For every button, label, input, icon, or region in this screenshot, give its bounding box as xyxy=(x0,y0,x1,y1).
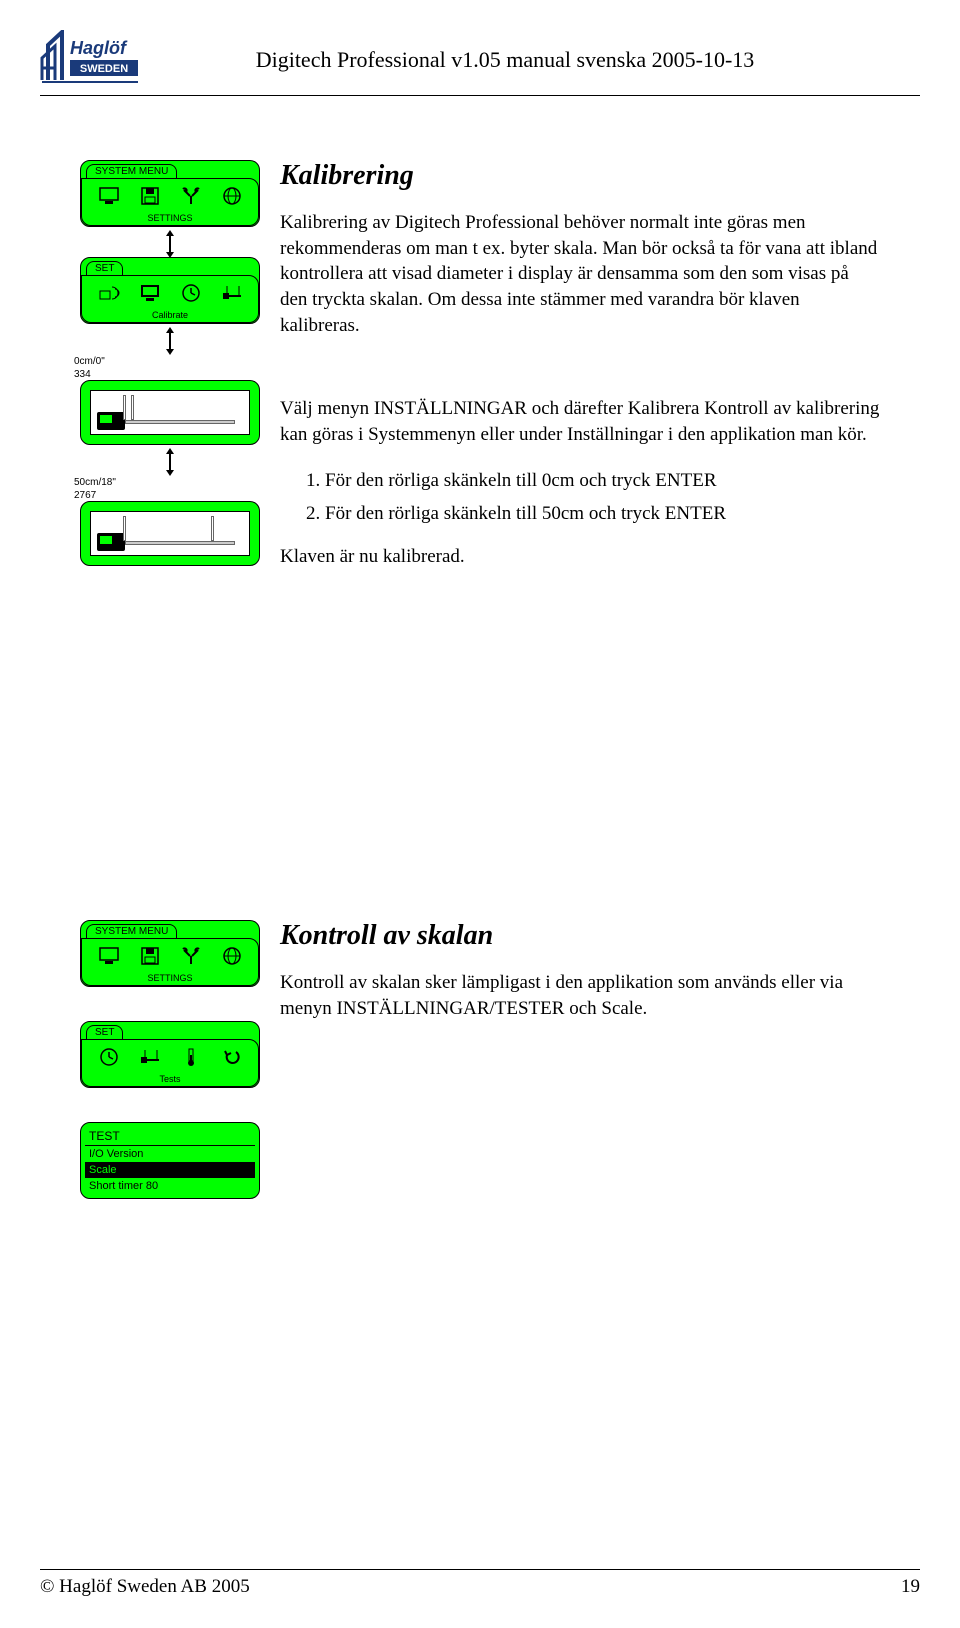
panel-system-menu-2: SYSTEM MENU SETTINGS xyxy=(80,920,260,987)
monitor-icon xyxy=(138,282,162,304)
clock-icon xyxy=(97,1046,121,1068)
panel-body-set-2: Tests xyxy=(81,1039,259,1087)
header-separator xyxy=(40,95,920,96)
footer-page: 19 xyxy=(901,1576,920,1598)
label-0cm: 0cm/0" xyxy=(74,356,240,367)
header-title: Digitech Professional v1.05 manual svens… xyxy=(160,47,920,73)
label-settings-2: SETTINGS xyxy=(147,973,192,983)
label-tests: Tests xyxy=(159,1074,180,1084)
panel-test: TEST I/O Version Scale Short timer 80 xyxy=(80,1122,260,1199)
connector-arrow xyxy=(169,235,171,253)
li-2: För den rörliga skänkeln till 50cm och t… xyxy=(325,498,880,530)
tab-set-2: SET xyxy=(86,1025,123,1039)
panel-body-system-menu: SETTINGS xyxy=(81,178,259,226)
panel-cal-50 xyxy=(80,501,260,566)
panel-cal-0 xyxy=(80,380,260,445)
haglof-logo: Haglöf SWEDEN xyxy=(40,30,140,90)
left-panels-1: SYSTEM MENU SETTINGS SET Calibrate xyxy=(0,160,280,588)
test-title: TEST xyxy=(85,1127,255,1146)
section-kalibrering: SYSTEM MENU SETTINGS SET Calibrate xyxy=(0,160,960,588)
caliper-small-icon xyxy=(138,1046,162,1068)
caliper-small-icon xyxy=(220,282,244,304)
disk-icon xyxy=(138,945,162,967)
label-2767: 2767 xyxy=(74,490,240,501)
title-kalibrering: Kalibrering xyxy=(280,160,880,192)
p-kalibrering-1: Kalibrering av Digitech Professional beh… xyxy=(280,210,880,338)
panel-set-2: SET Tests xyxy=(80,1021,260,1088)
tab-system-menu: SYSTEM MENU xyxy=(86,164,177,178)
section-kontroll: SYSTEM MENU SETTINGS SET Tests xyxy=(0,920,960,1203)
panel-system-menu: SYSTEM MENU SETTINGS xyxy=(80,160,260,227)
p-kontroll-1: Kontroll av skalan sker lämpligast i den… xyxy=(280,970,880,1021)
text-col-1: Kalibrering Kalibrering av Digitech Prof… xyxy=(280,160,960,588)
panel-set: SET Calibrate xyxy=(80,257,260,324)
tab-system-menu-2: SYSTEM MENU xyxy=(86,924,177,938)
p-kalibrering-2: Välj menyn INSTÄLLNINGAR och därefter Ka… xyxy=(280,396,880,447)
ir-icon xyxy=(97,282,121,304)
title-kontroll: Kontroll av skalan xyxy=(280,920,880,952)
svg-text:Haglöf: Haglöf xyxy=(70,38,128,58)
clock-icon xyxy=(179,282,203,304)
undo-icon xyxy=(220,1046,244,1068)
label-50cm: 50cm/18" xyxy=(74,477,240,488)
connector-arrow xyxy=(169,332,171,350)
caliper-display-50 xyxy=(90,511,250,556)
list-kalibrering: För den rörliga skänkeln till 0cm och tr… xyxy=(325,465,880,530)
test-item-io: I/O Version xyxy=(85,1146,255,1162)
test-item-timer: Short timer 80 xyxy=(85,1178,255,1194)
panel-body-set: Calibrate xyxy=(81,275,259,323)
test-item-scale: Scale xyxy=(85,1162,255,1178)
p-kalibrering-3: Klaven är nu kalibrerad. xyxy=(280,544,880,570)
caliper-display-0 xyxy=(90,390,250,435)
tools-icon xyxy=(179,185,203,207)
left-panels-2: SYSTEM MENU SETTINGS SET Tests xyxy=(0,920,280,1203)
label-settings: SETTINGS xyxy=(147,213,192,223)
text-col-2: Kontroll av skalan Kontroll av skalan sk… xyxy=(280,920,960,1203)
page-header: Haglöf SWEDEN Digitech Professional v1.0… xyxy=(40,30,920,90)
label-334: 334 xyxy=(74,369,240,380)
panel-body-system-menu-2: SETTINGS xyxy=(81,938,259,986)
footer-separator xyxy=(40,1569,920,1570)
li-1: För den rörliga skänkeln till 0cm och tr… xyxy=(325,465,880,497)
computer-icon xyxy=(97,945,121,967)
computer-icon xyxy=(97,185,121,207)
disk-icon xyxy=(138,185,162,207)
tools-icon xyxy=(179,945,203,967)
connector-arrow xyxy=(169,453,171,471)
globe-icon xyxy=(220,945,244,967)
label-calibrate: Calibrate xyxy=(152,310,188,320)
globe-icon xyxy=(220,185,244,207)
tab-set: SET xyxy=(86,261,123,275)
svg-text:SWEDEN: SWEDEN xyxy=(80,63,128,75)
thermometer-icon xyxy=(179,1046,203,1068)
footer-copyright: © Haglöf Sweden AB 2005 xyxy=(40,1576,250,1598)
page-footer: © Haglöf Sweden AB 2005 19 xyxy=(40,1569,920,1598)
